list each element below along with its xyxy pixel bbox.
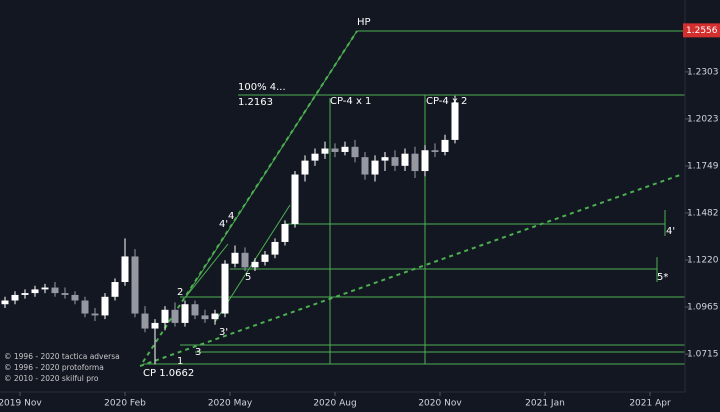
annotation: 4' [219, 219, 228, 230]
candle-body [51, 287, 59, 294]
candle-body [101, 296, 109, 316]
candle-body [421, 150, 429, 172]
annotation: 4 [228, 211, 234, 222]
annotation: 3' [219, 327, 228, 338]
y-tick-label: 1.2023 [687, 114, 719, 124]
candle-body [161, 309, 169, 323]
candle-body [361, 157, 369, 175]
annotation: 1.2163 [238, 97, 273, 108]
candle-body [321, 148, 329, 154]
candle-body [41, 287, 49, 290]
candle-body [131, 256, 139, 314]
candle-body [351, 146, 359, 158]
annotation: 4' [666, 226, 675, 237]
x-tick-label: 2020 May [208, 399, 253, 409]
annotation: HP [357, 17, 371, 28]
candle-body [231, 252, 239, 264]
candle-body [391, 157, 399, 166]
y-tick-label: 1.2303 [687, 67, 719, 77]
candle-body [21, 293, 29, 295]
candle-body [251, 261, 259, 268]
x-tick-label: 2019 Nov [0, 399, 42, 409]
candle-body [1, 300, 9, 305]
candle-body [211, 313, 219, 320]
candle-body [121, 256, 129, 283]
annotation: 5 [245, 272, 251, 283]
candle-body [111, 282, 119, 297]
annotation: 100% 4... [238, 82, 286, 93]
candle-body [141, 313, 149, 329]
candle-body [221, 263, 229, 314]
candle-body [441, 139, 449, 152]
candle-body [401, 153, 409, 166]
candle-body [11, 294, 19, 301]
candle-body [381, 157, 389, 161]
x-tick-label: 2020 Nov [418, 399, 462, 409]
y-tick-label: 1.1220 [687, 256, 719, 266]
candle-body [151, 322, 159, 329]
candle-body [191, 304, 199, 316]
candle-body [291, 174, 299, 224]
candle-body [331, 148, 339, 152]
copyright: © 1996 - 2020 tactica adversa [4, 352, 120, 361]
x-tick-label: 2021 Jan [525, 399, 565, 409]
y-tick-label: 1.0715 [687, 350, 719, 360]
candle-body [371, 160, 379, 175]
candle-body [91, 313, 99, 316]
candle-body [261, 254, 269, 262]
candle-body [71, 294, 79, 301]
candle-body [241, 252, 249, 268]
candle-body [451, 102, 459, 140]
x-tick-label: 2020 Aug [313, 399, 356, 409]
annotation: CP-4 x 1 [330, 96, 371, 107]
candle-body [181, 304, 189, 323]
candle-body [271, 241, 279, 255]
candle-body [281, 223, 289, 242]
copyright: © 1996 - 2020 protoforma [4, 363, 104, 372]
x-tick-label: 2021 Apr [629, 399, 671, 409]
candle-body [341, 146, 349, 152]
trend-lines [139, 30, 685, 367]
candle-body [201, 315, 209, 320]
annotation: 3 [195, 347, 201, 358]
annotation: 1 [177, 356, 183, 367]
candle-body [431, 150, 439, 152]
annotation: 5* [657, 272, 668, 283]
candle-body [31, 289, 39, 294]
x-tick-label: 2020 Feb [104, 399, 146, 409]
y-tick-label: 1.0965 [687, 303, 719, 313]
annotation: CP 1.0662 [143, 368, 194, 379]
plot [1, 95, 459, 365]
copyright: © 2010 - 2020 skilful pro [4, 374, 99, 383]
candle-body [81, 300, 89, 314]
candle-body [301, 160, 309, 175]
candle-body [61, 293, 69, 295]
annotation: 2 [177, 287, 183, 298]
candle-body [311, 153, 319, 161]
candle-body [411, 153, 419, 172]
candle-body [171, 309, 179, 323]
y-tick-label: 1.1749 [687, 161, 719, 171]
price-badge [683, 23, 720, 38]
y-tick-label: 1.1482 [687, 208, 719, 218]
annotation: CP-4 x 2 [426, 96, 467, 107]
price-badge-label: 1.2556 [686, 26, 718, 36]
